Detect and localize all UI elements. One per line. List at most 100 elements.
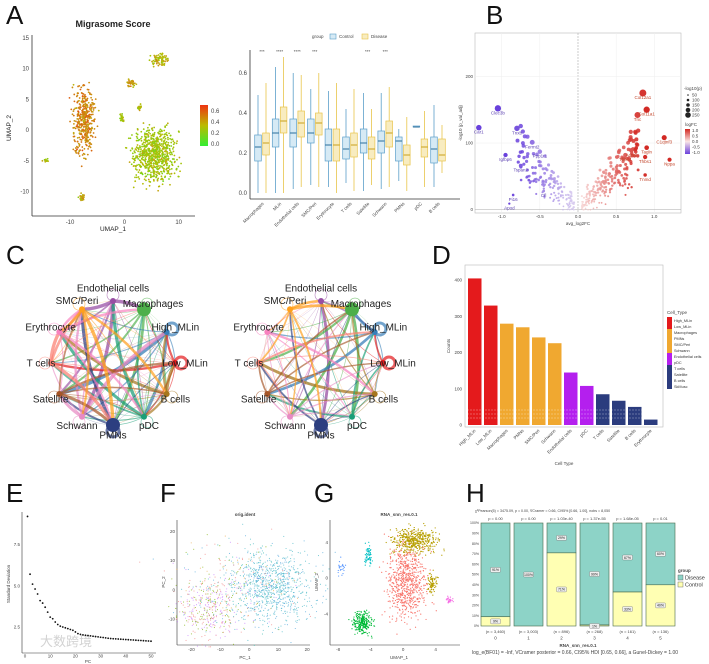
umap-point xyxy=(139,159,142,162)
volcano-point xyxy=(557,192,560,195)
volcano-point xyxy=(556,182,560,186)
pca-point xyxy=(229,609,231,611)
umap-cluster-point xyxy=(443,548,445,550)
pca-point xyxy=(306,554,309,556)
pca-point xyxy=(247,560,249,563)
pca-point xyxy=(200,583,202,585)
umap-cluster-point xyxy=(413,533,415,536)
pca-point xyxy=(267,593,269,595)
umap-cluster-point xyxy=(412,539,414,541)
umap-cluster-point xyxy=(413,596,415,598)
pca-point xyxy=(294,596,296,598)
umap-cluster-point xyxy=(412,585,414,587)
volcano-labeled-point xyxy=(494,105,502,112)
node-label: Satellite xyxy=(33,395,69,406)
umap-point xyxy=(160,60,163,62)
umap-cluster-point xyxy=(413,604,416,606)
legend-label: Satellite xyxy=(674,373,688,377)
pca-point xyxy=(183,614,185,616)
pca-point xyxy=(224,635,226,637)
network-edge xyxy=(143,331,167,417)
umap-point xyxy=(145,149,148,152)
umap-cluster-point xyxy=(408,603,410,605)
umap-point xyxy=(84,95,87,98)
pca-point xyxy=(287,588,289,590)
umap-cluster-point xyxy=(405,537,407,539)
pca-point xyxy=(254,574,256,577)
volcano-point xyxy=(634,137,639,142)
y-axis-label: UMAP_2 xyxy=(6,115,13,141)
umap-cluster-point xyxy=(436,541,438,543)
network-node xyxy=(371,391,378,397)
umap-cluster-point xyxy=(406,535,408,537)
pca-point xyxy=(228,616,230,618)
umap-point xyxy=(164,147,167,150)
volcano-point xyxy=(629,137,633,142)
volcano-point xyxy=(539,175,543,179)
pca-point xyxy=(201,597,203,599)
umap-cluster-point xyxy=(399,593,402,596)
pca-point xyxy=(288,594,290,596)
umap-cluster-point xyxy=(385,570,387,573)
pca-point xyxy=(243,567,245,570)
x-tick-label: 10 xyxy=(48,654,54,659)
pca-point xyxy=(270,570,272,572)
volcano-point xyxy=(543,171,547,175)
sd-point xyxy=(122,638,125,641)
network-node xyxy=(141,413,147,420)
umap-cluster-point xyxy=(408,523,410,525)
umap-cluster-point xyxy=(431,543,433,545)
pca-point xyxy=(287,605,289,607)
significance-label: **** xyxy=(276,49,283,54)
pca-point xyxy=(209,606,211,608)
umap-cluster-point xyxy=(392,560,394,562)
pca-point xyxy=(271,584,273,587)
umap-cluster-point xyxy=(401,573,403,576)
pca-point xyxy=(246,603,248,605)
pca-point xyxy=(267,560,269,562)
umap-cluster-point xyxy=(411,579,413,581)
umap-cluster-point xyxy=(399,566,402,568)
pca-point xyxy=(310,580,312,582)
umap-cluster-point xyxy=(411,544,413,547)
umap-point xyxy=(147,178,150,181)
pca-point xyxy=(272,586,274,588)
pca-point xyxy=(192,619,194,621)
umap-cluster-point xyxy=(400,540,402,543)
pca-point xyxy=(290,558,292,560)
pca-point xyxy=(236,572,238,574)
pca-point xyxy=(283,590,285,592)
pca-point xyxy=(268,621,270,623)
pca-point xyxy=(250,581,252,583)
pca-point xyxy=(238,586,240,588)
gene-label: Fermt2 xyxy=(525,144,540,149)
umap-cluster-point xyxy=(392,540,394,543)
pca-point xyxy=(206,606,208,608)
pca-point xyxy=(306,605,308,607)
umap-cluster-point xyxy=(407,537,409,539)
pca-point xyxy=(220,625,222,627)
volcano-point xyxy=(553,198,556,201)
sd-point xyxy=(41,602,44,604)
watermark: 大数跨境 xyxy=(40,634,92,649)
pca-point xyxy=(255,590,257,592)
umap-cluster-point xyxy=(397,587,399,589)
umap-point xyxy=(164,175,167,178)
self-loop xyxy=(372,321,388,337)
umap-point xyxy=(84,122,86,125)
umap-point xyxy=(165,167,168,170)
umap-point xyxy=(90,143,93,146)
umap-cluster-point xyxy=(405,551,408,553)
umap-cluster-point xyxy=(364,616,366,618)
pca-point xyxy=(245,595,247,597)
pca-point xyxy=(209,638,211,641)
umap-cluster-point xyxy=(401,557,403,559)
pca-point xyxy=(234,628,236,630)
umap-cluster-point xyxy=(427,577,429,579)
umap-point xyxy=(157,172,160,175)
pca-point xyxy=(251,608,253,610)
umap-point xyxy=(146,161,149,163)
pca-point xyxy=(224,577,226,580)
volcano-point xyxy=(572,205,575,208)
pca-point xyxy=(255,569,257,571)
